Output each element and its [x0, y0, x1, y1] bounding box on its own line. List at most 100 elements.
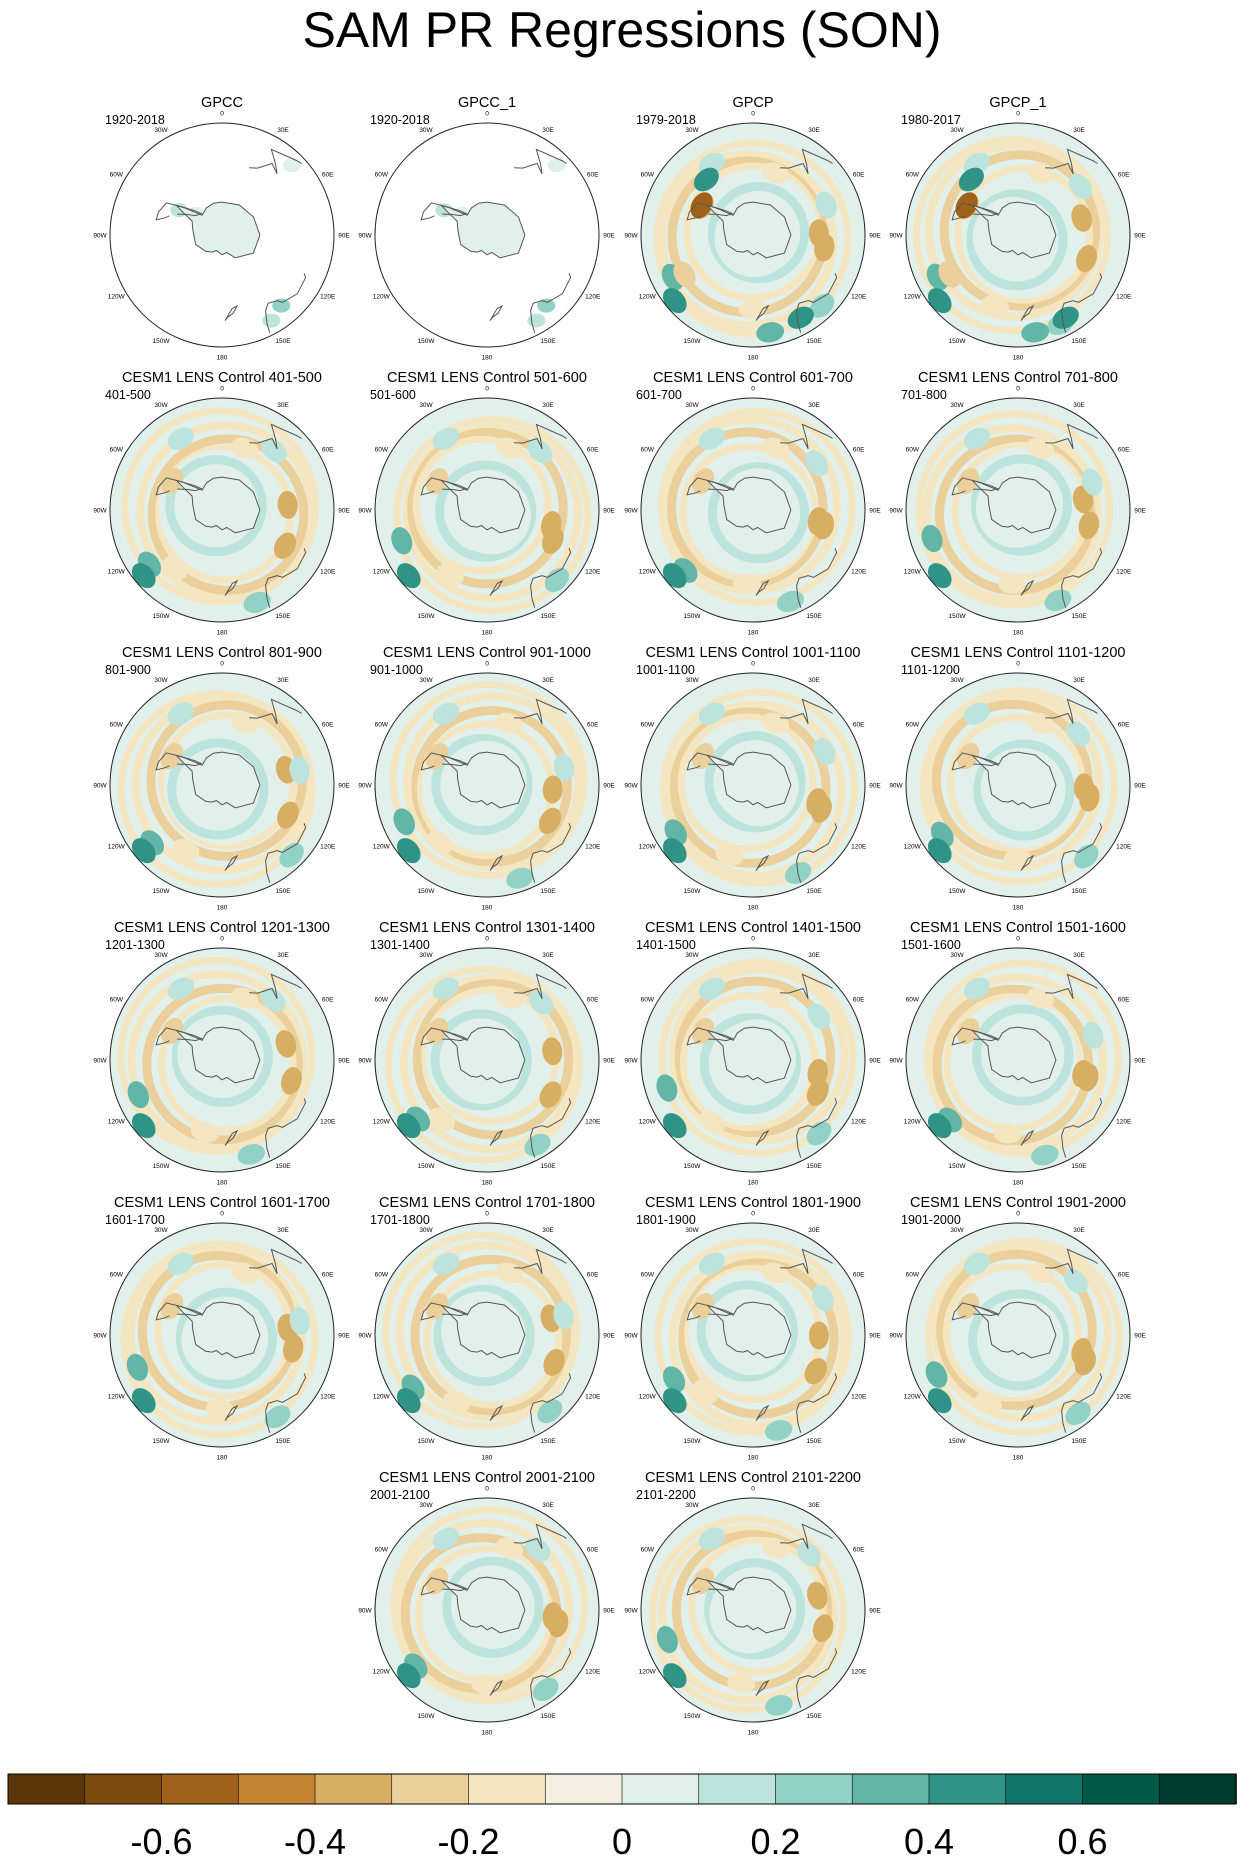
map-gpcp: 0 30E 60E 90E 120E 150E 180 150W 120W 90W 60W 30W: [624, 111, 881, 362]
lon-label: 120E: [585, 1669, 601, 1676]
lon-label: 60E: [322, 997, 334, 1004]
lon-label: 120W: [639, 1669, 657, 1676]
lon-label: 150W: [949, 613, 967, 620]
map-gpcc-1: 0 30E 60E 90E 120E 150E 180 150W 120W 90W 60W 30W: [358, 111, 615, 362]
lon-label: 60W: [641, 722, 655, 729]
panel-title: CESM1 LENS Control 1901-2000: [909, 1195, 1126, 1211]
map-panel: 0 30E 60E 90E 120E 150E 180 150W 120W 90W 60W 30W CE…: [887, 645, 1149, 921]
map-cesm1-lens-control-901-1000: 0 30E 60E 90E 120E 150E 180 150W 120W 90W 60W 30W: [358, 661, 615, 912]
coastlines: [686, 423, 838, 608]
lon-label: 120W: [639, 1394, 657, 1401]
lon-label: 150E: [806, 1163, 822, 1170]
colorbar-tick-label: -0.6: [130, 1821, 192, 1860]
lon-label: 0: [751, 386, 755, 393]
coastline-samerica: [155, 752, 203, 771]
lon-label: 180: [1013, 905, 1024, 912]
coastline-antarctica: [439, 201, 526, 259]
lon-label: 90W: [624, 1333, 638, 1340]
panel-period: 1301-1400: [370, 938, 430, 952]
coastline-australia: [1061, 548, 1103, 608]
map-panel: 0 30E 60E 90E 120E 150E 180 150W 120W 90W 60W 30W GP…: [622, 95, 884, 371]
lon-label: 120E: [320, 569, 336, 576]
lon-label: 60E: [1118, 722, 1130, 729]
lon-label: 0: [220, 661, 224, 668]
colorbar-swatch: [314, 1773, 393, 1805]
lon-label: 30W: [950, 952, 964, 959]
coastline-nz: [489, 1679, 504, 1696]
coastlines: [155, 148, 307, 333]
coastline-antarctica: [970, 751, 1057, 809]
lon-label: 180: [482, 630, 493, 637]
coastlines: [951, 698, 1103, 883]
lon-label: 150W: [153, 1163, 171, 1170]
lon-label: 0: [751, 111, 755, 118]
lon-label: 180: [482, 905, 493, 912]
lon-label: 60W: [375, 997, 389, 1004]
lon-label: 30E: [1073, 952, 1085, 959]
lon-label: 90W: [889, 783, 903, 790]
coastline-samerica: [155, 477, 203, 496]
coastline-nz: [224, 854, 239, 871]
coastline-nz: [1020, 304, 1035, 321]
map-border: [905, 397, 1131, 623]
map-panel: 0 30E 60E 90E 120E 150E 180 150W 120W 90W 60W 30W CE…: [887, 370, 1149, 646]
lon-label: 150W: [153, 613, 171, 620]
coastline-nz: [1020, 1129, 1035, 1146]
map-border: [905, 672, 1131, 898]
lon-label: 120W: [639, 569, 657, 576]
lon-label: 90W: [624, 1608, 638, 1615]
map-border: [374, 1222, 600, 1448]
coastline-antarctica: [705, 476, 792, 534]
lon-label: 150W: [684, 888, 702, 895]
lon-label: 120W: [108, 1119, 126, 1126]
coastline-samerica: [951, 202, 999, 221]
coastline-africa: [514, 423, 567, 450]
lon-label: 60E: [853, 447, 865, 454]
map-panel: 0 30E 60E 90E 120E 150E 180 150W 120W 90W 60W 30W CE…: [356, 370, 618, 646]
lon-label: 30E: [542, 1502, 554, 1509]
panel-period: 1701-1800: [370, 1213, 430, 1227]
panel-period: 401-500: [105, 388, 151, 402]
lon-label: 90E: [338, 233, 350, 240]
coastline-antarctica: [439, 751, 526, 809]
coastline-samerica: [420, 1302, 468, 1321]
panel-period: 1201-1300: [105, 938, 165, 952]
coastlines: [420, 1523, 572, 1708]
lon-label: 30W: [419, 677, 433, 684]
coastline-australia: [796, 1373, 838, 1433]
lon-label: 30W: [154, 127, 168, 134]
lon-label: 90W: [93, 783, 107, 790]
lon-label: 30E: [277, 1227, 289, 1234]
lon-label: 0: [751, 1486, 755, 1493]
lon-label: 120E: [585, 1394, 601, 1401]
lon-label: 150E: [275, 613, 291, 620]
lon-label: 150W: [153, 888, 171, 895]
map-border: [640, 1497, 866, 1723]
coastline-antarctica: [705, 1026, 792, 1084]
lon-label: 60W: [375, 1272, 389, 1279]
lon-label: 60W: [110, 172, 124, 179]
map-border: [640, 1222, 866, 1448]
coastline-africa: [249, 423, 302, 450]
colorbar-tick-label: -0.2: [437, 1821, 499, 1860]
lon-label: 0: [1016, 386, 1020, 393]
map-cesm1-lens-control-501-600: 0 30E 60E 90E 120E 150E 180 150W 120W 90W 60W 30W: [358, 386, 615, 637]
lon-label: 120E: [585, 1119, 601, 1126]
lon-label: 120E: [320, 294, 336, 301]
lon-label: 60W: [110, 722, 124, 729]
lon-label: 0: [485, 661, 489, 668]
coastline-antarctica: [439, 476, 526, 534]
lon-label: 150W: [684, 338, 702, 345]
panel-title: GPCC_1: [457, 95, 517, 111]
map-cesm1-lens-control-1801-1900: 0 30E 60E 90E 120E 150E 180 150W 120W 90W 60W 30W: [624, 1211, 881, 1462]
lon-label: 90E: [1134, 1058, 1146, 1065]
lon-label: 90E: [603, 1058, 615, 1065]
map-border: [109, 1222, 335, 1448]
coastline-africa: [1045, 698, 1098, 725]
lon-label: 120W: [373, 294, 391, 301]
colorbar-swatch: [851, 1773, 930, 1805]
lon-label: 150E: [275, 1438, 291, 1445]
coastlines: [420, 1248, 572, 1433]
coastlines: [420, 973, 572, 1158]
map-cesm1-lens-control-2001-2100: 0 30E 60E 90E 120E 150E 180 150W 120W 90W 60W 30W: [358, 1486, 615, 1737]
